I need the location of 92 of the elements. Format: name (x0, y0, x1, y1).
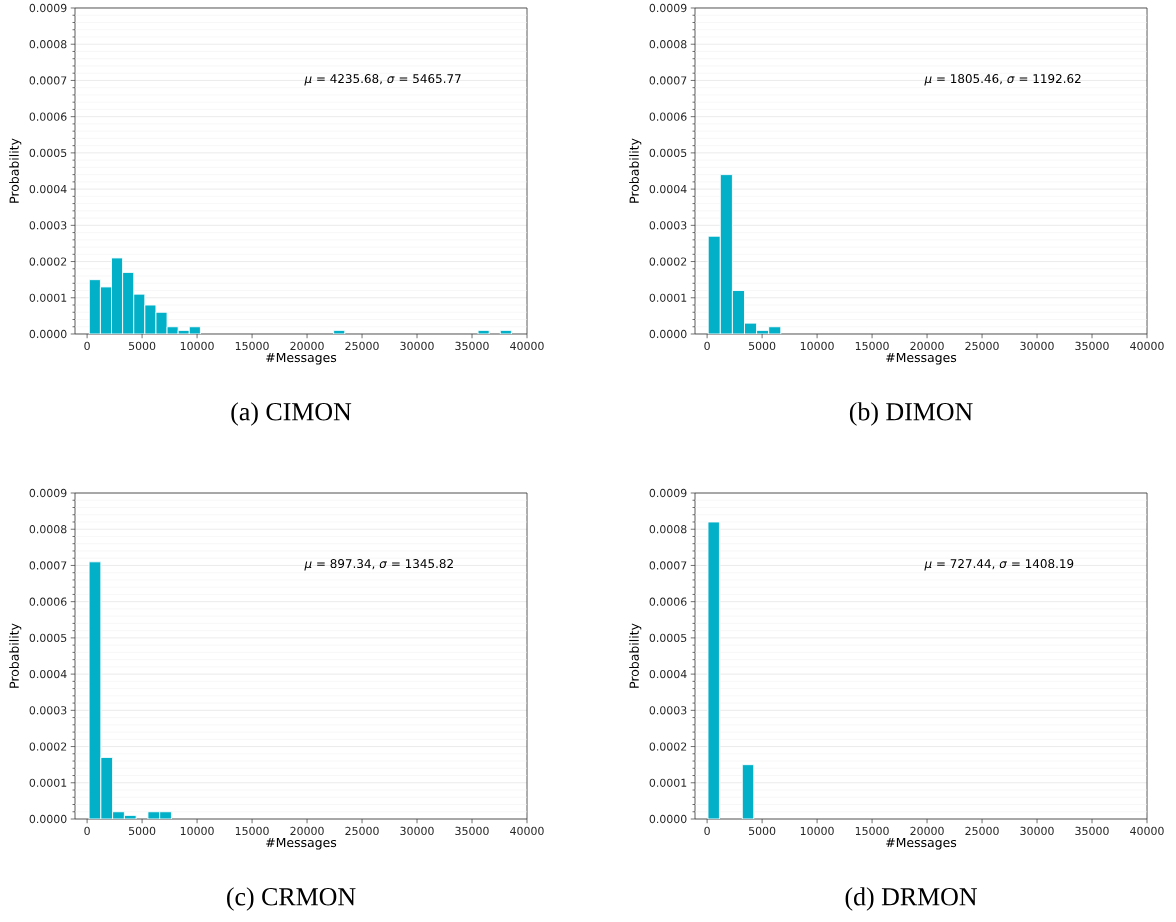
x-tick-label: 0 (704, 341, 710, 351)
y-tick-label: 0.0004 (29, 184, 67, 194)
y-tick-label: 0.0001 (29, 778, 67, 787)
y-axis-title: Probability (9, 138, 22, 203)
x-axis-title: #Messages (266, 352, 337, 365)
y-tick-label: 0.0005 (29, 633, 67, 643)
y-tick-label: 0.0009 (29, 3, 67, 13)
y-tick-label: 0.0008 (649, 525, 687, 534)
x-tick-label: 10000 (180, 341, 214, 351)
y-tick-label: 0.0002 (649, 742, 687, 751)
x-tick-label: 35000 (455, 826, 489, 836)
text: (b) DIMON (849, 402, 973, 426)
annotation: μ = 1805.46, σ = 1192.62 (924, 74, 1081, 86)
y-tick-label: 0.0007 (649, 561, 687, 570)
y-tick-label: 0.0006 (29, 597, 67, 606)
text: (c) CRMON (227, 887, 356, 911)
x-tick-label: 0 (704, 826, 710, 836)
y-axis-title: Probability (629, 138, 642, 203)
x-tick-label: 15000 (235, 341, 269, 351)
y-tick-label: 0.0002 (649, 257, 687, 266)
y-tick-label: 0.0004 (649, 184, 687, 194)
x-tick-label: 30000 (1020, 826, 1054, 836)
text: (a) CIMON (231, 402, 352, 426)
y-tick-label: 0.0001 (29, 293, 67, 302)
y-tick-label: 0.0005 (29, 148, 67, 158)
x-tick-label: 20000 (910, 826, 944, 836)
x-tick-label: 10000 (800, 826, 834, 836)
x-tick-label: 5000 (128, 341, 156, 351)
x-tick-label: 20000 (290, 341, 324, 351)
y-axis-title: Probability (629, 623, 642, 688)
x-tick-label: 40000 (1130, 826, 1164, 836)
x-tick-label: 40000 (1130, 341, 1164, 351)
x-tick-label: 25000 (965, 826, 999, 836)
y-tick-label: 0.0007 (29, 76, 67, 85)
x-tick-label: 40000 (510, 826, 544, 836)
y-tick-label: 0.0007 (29, 561, 67, 570)
y-tick-label: 0.0009 (29, 488, 67, 498)
y-tick-label: 0.0009 (649, 488, 687, 498)
y-tick-label: 0.0001 (649, 293, 687, 302)
y-tick-label: 0.0000 (29, 814, 67, 824)
x-tick-label: 30000 (400, 341, 434, 351)
x-tick-label: 40000 (510, 341, 544, 351)
x-tick-label: 15000 (855, 826, 889, 836)
y-tick-label: 0.0003 (29, 221, 67, 230)
y-tick-label: 0.0003 (29, 706, 67, 715)
x-axis-title: #Messages (886, 837, 957, 850)
x-tick-label: 20000 (290, 826, 324, 836)
y-tick-label: 0.0008 (29, 525, 67, 534)
x-tick-label: 35000 (1075, 826, 1109, 836)
y-tick-label: 0.0008 (29, 40, 67, 49)
y-tick-label: 0.0003 (649, 221, 687, 230)
y-tick-label: 0.0006 (649, 597, 687, 606)
x-tick-label: 35000 (455, 341, 489, 351)
annotation: μ = 727.44, σ = 1408.19 (924, 559, 1074, 571)
y-tick-label: 0.0000 (649, 814, 687, 824)
y-tick-label: 0.0000 (649, 329, 687, 339)
x-tick-label: 0 (84, 826, 90, 836)
x-tick-label: 25000 (965, 341, 999, 351)
x-tick-label: 5000 (128, 826, 156, 836)
x-tick-label: 30000 (400, 826, 434, 836)
y-tick-label: 0.0006 (29, 112, 67, 121)
y-tick-label: 0.0005 (649, 633, 687, 643)
x-tick-label: 5000 (748, 826, 776, 836)
y-tick-label: 0.0002 (29, 257, 67, 266)
x-tick-label: 10000 (180, 826, 214, 836)
y-tick-label: 0.0003 (649, 706, 687, 715)
y-tick-label: 0.0000 (29, 329, 67, 339)
x-tick-label: 30000 (1020, 341, 1054, 351)
y-axis-title: Probability (9, 623, 22, 688)
annotation: μ = 897.34, σ = 1345.82 (304, 559, 453, 571)
x-tick-label: 35000 (1075, 341, 1109, 351)
x-tick-label: 5000 (748, 341, 776, 351)
x-axis-title: #Messages (266, 837, 337, 850)
x-tick-label: 25000 (345, 341, 379, 351)
x-tick-label: 20000 (910, 341, 944, 351)
y-tick-label: 0.0001 (649, 778, 687, 787)
x-tick-label: 15000 (235, 826, 269, 836)
y-tick-label: 0.0004 (29, 669, 67, 679)
x-tick-label: 15000 (855, 341, 889, 351)
text: (d) DRMON (845, 887, 977, 911)
y-tick-label: 0.0004 (649, 669, 687, 679)
y-tick-label: 0.0005 (649, 148, 687, 158)
y-tick-label: 0.0006 (649, 112, 687, 121)
x-axis-title: #Messages (886, 352, 957, 365)
x-tick-label: 25000 (345, 826, 379, 836)
y-tick-label: 0.0008 (649, 40, 687, 49)
x-tick-label: 10000 (800, 341, 834, 351)
x-tick-label: 0 (84, 341, 90, 351)
y-tick-label: 0.0007 (649, 76, 687, 85)
y-tick-label: 0.0009 (649, 3, 687, 13)
annotation: μ = 4235.68, σ = 5465.77 (304, 74, 461, 86)
y-tick-label: 0.0002 (29, 742, 67, 751)
